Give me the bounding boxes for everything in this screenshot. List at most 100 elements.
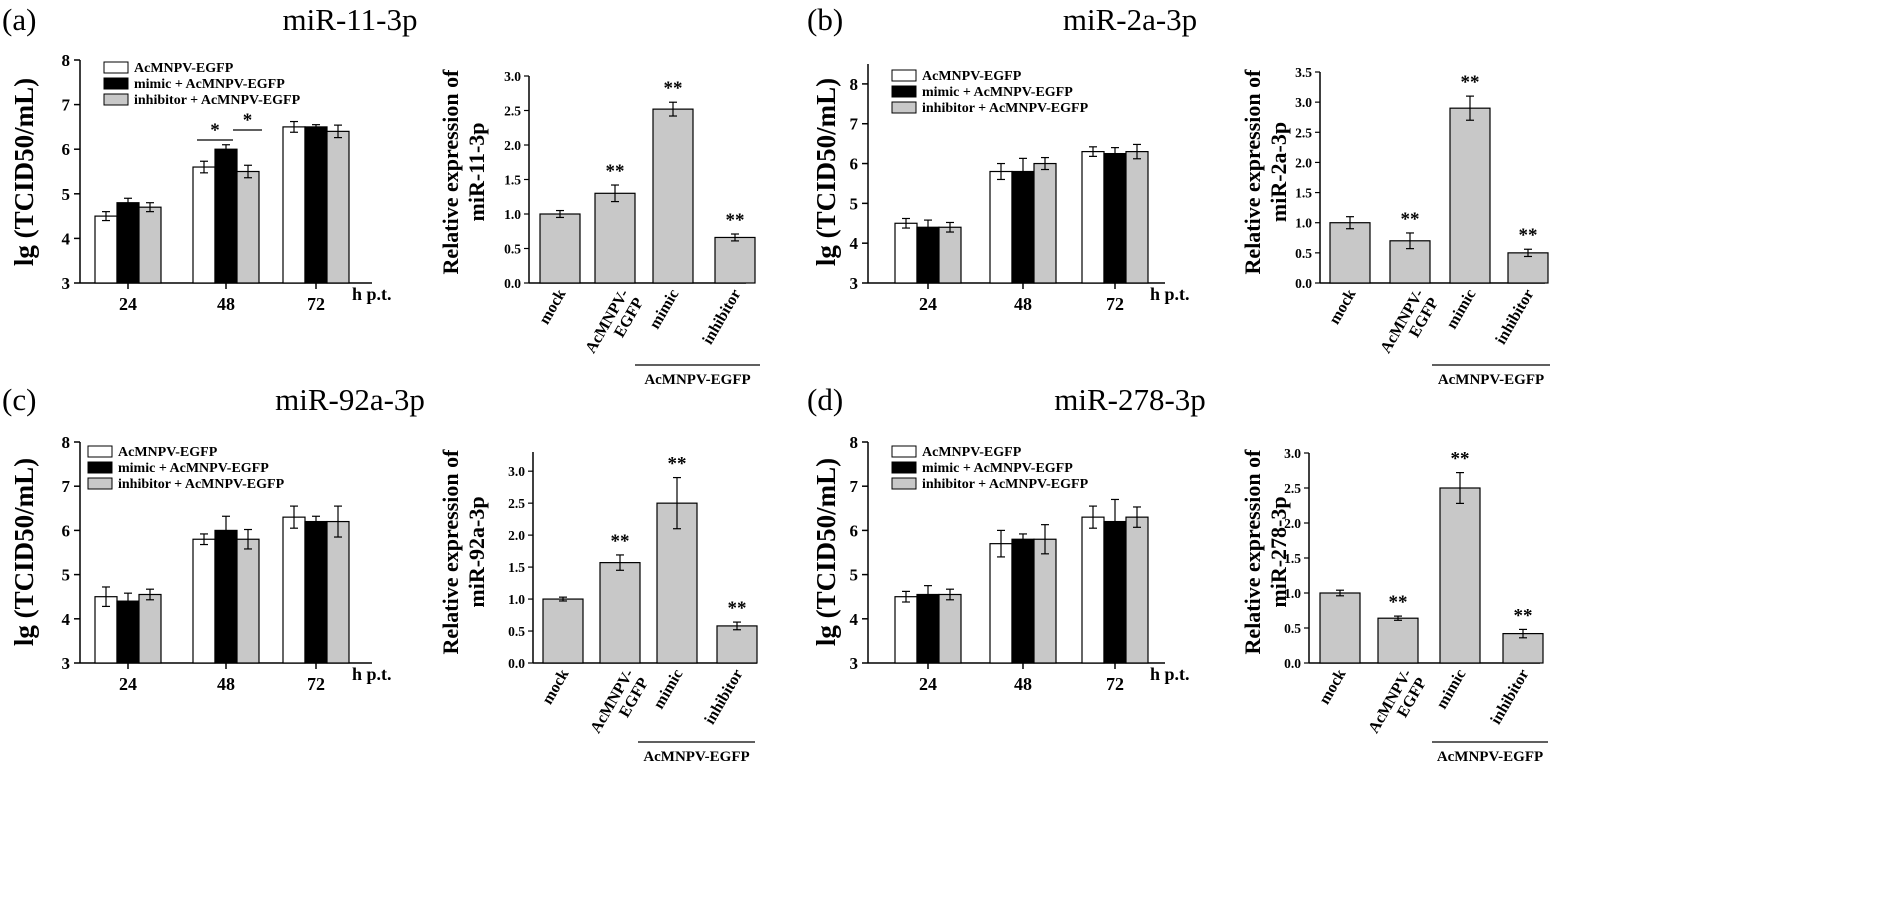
x-tick-label: 48: [1014, 294, 1032, 314]
y-axis-label-line: Relative expression of: [438, 449, 463, 655]
x-tick-label: AcMNPV-EGFP: [1377, 286, 1442, 364]
y-tick-label: 7: [62, 96, 71, 115]
significance-marker: **: [1401, 209, 1420, 230]
x-tick-label: 72: [307, 674, 325, 694]
y-tick-label: 0.0: [504, 276, 521, 291]
legend-label: AcMNPV-EGFP: [922, 69, 1022, 84]
x-axis-label: h p.t.: [1150, 664, 1190, 684]
bar: [1033, 162, 1057, 284]
y-tick-label: 2.0: [1284, 516, 1301, 531]
x-tick-label: mimic: [1443, 287, 1479, 332]
bar: [326, 520, 350, 664]
bar: [989, 170, 1013, 284]
x-tick-label: mock: [539, 666, 572, 707]
bar: [1011, 538, 1035, 664]
legend-swatch: [891, 477, 917, 490]
y-tick-label: 2.5: [1284, 481, 1301, 496]
y-tick-label: 3.0: [508, 464, 525, 479]
legend-label: inhibitor + AcMNPV-EGFP: [118, 477, 285, 492]
bar: [1329, 222, 1371, 284]
y-tick-label: 1.5: [1284, 551, 1301, 566]
x-tick-label: inhibitor: [1488, 667, 1533, 728]
bar: [894, 596, 918, 664]
bar: [1011, 170, 1035, 284]
x-tick-label: 48: [217, 294, 235, 314]
significance-marker: **: [728, 598, 747, 619]
legend-swatch: [103, 61, 129, 74]
x-tick-label: AcMNPV-EGFP: [582, 286, 647, 364]
legend-label: mimic + AcMNPV-EGFP: [134, 77, 285, 92]
panel-letter: (d): [807, 382, 843, 417]
y-tick-label: 0.5: [504, 242, 521, 257]
bar: [192, 166, 216, 284]
bar: [116, 202, 140, 284]
y-tick-label: 5: [850, 566, 859, 585]
bar: [214, 148, 238, 284]
x-tick-label: 48: [217, 674, 235, 694]
time-course-chart: (a) miR-11-3p 3 4 5 6 7 8 lg (TCID50/mL) 24 48 72 h …: [2, 2, 417, 314]
y-axis-label: Relative expression ofmiR-11-3p: [438, 69, 489, 275]
y-axis-label: lg (TCID50/mL): [9, 78, 39, 266]
time-course-chart: (c) miR-92a-3p 3 4 5 6 7 8 lg (TCID50/mL) 24 48 72 h…: [2, 382, 425, 694]
y-tick-label: 3.0: [1295, 95, 1312, 110]
bar: [1125, 516, 1149, 664]
bar: [1081, 516, 1105, 664]
bar: [716, 625, 758, 664]
panel-letter: (c): [2, 382, 36, 417]
y-tick-label: 6: [850, 521, 859, 540]
y-tick-label: 3.0: [504, 69, 521, 84]
legend-swatch: [891, 461, 917, 474]
y-tick-label: 1.0: [1284, 586, 1301, 601]
bar: [94, 215, 118, 284]
time-course-chart: (b) miR-2a-3p 3 4 5 6 7 8 lg (TCID50/mL) 24 48 72 h …: [807, 2, 1197, 314]
y-tick-label: 0.0: [1295, 276, 1312, 291]
x-tick-label: inhibitor: [700, 287, 745, 348]
bar: [116, 600, 140, 664]
x-axis-label: h p.t.: [352, 664, 392, 684]
bar: [916, 593, 940, 664]
significance-marker: **: [664, 78, 683, 99]
y-axis-label-line: Relative expression of: [1240, 449, 1265, 655]
relative-expression-chart: 0.0 0.5 1.0 1.5 2.0 2.5 3.0 Relative expression…: [438, 449, 758, 765]
y-tick-label: 0.5: [1295, 246, 1312, 261]
x-tick-label: mock: [1326, 286, 1359, 327]
legend-swatch: [891, 85, 917, 98]
y-tick-label: 1.5: [504, 173, 521, 188]
significance-marker: **: [1451, 449, 1470, 470]
significance-marker: **: [1461, 72, 1480, 93]
y-axis-label-line: miR-278-3p: [1266, 496, 1291, 607]
legend-swatch: [891, 101, 917, 114]
bar: [652, 108, 694, 284]
y-tick-label: 3.5: [1295, 65, 1312, 80]
y-axis-label: lg (TCID50/mL): [9, 458, 39, 646]
bar: [714, 236, 756, 284]
x-tick-label: inhibitor: [1493, 287, 1538, 348]
y-tick-label: 2.0: [1295, 155, 1312, 170]
bar: [282, 516, 306, 664]
bar: [138, 593, 162, 664]
x-tick-label: 72: [307, 294, 325, 314]
y-tick-label: 1.0: [508, 592, 525, 607]
bar: [599, 562, 641, 664]
y-tick-label: 1.5: [508, 560, 525, 575]
significance-marker: **: [668, 454, 687, 475]
significance-marker: *: [210, 120, 220, 141]
y-axis-label-line: miR-2a-3p: [1266, 122, 1291, 222]
x-tick-label: 72: [1106, 674, 1124, 694]
y-tick-label: 5: [850, 194, 859, 213]
bar: [236, 170, 260, 284]
bar: [542, 598, 584, 664]
bar: [938, 226, 962, 284]
y-tick-label: 2.5: [508, 496, 525, 511]
legend-label: AcMNPV-EGFP: [134, 61, 234, 76]
y-axis-label: Relative expression ofmiR-278-3p: [1240, 449, 1291, 655]
significance-marker: **: [726, 210, 745, 231]
x-tick-label: 48: [1014, 674, 1032, 694]
x-tick-label: 24: [119, 294, 137, 314]
y-tick-label: 7: [850, 115, 859, 134]
chart-title: miR-278-3p: [1054, 382, 1206, 417]
significance-marker: **: [606, 161, 625, 182]
y-tick-label: 8: [62, 51, 71, 70]
y-axis-label: Relative expression ofmiR-92a-3p: [438, 449, 489, 655]
